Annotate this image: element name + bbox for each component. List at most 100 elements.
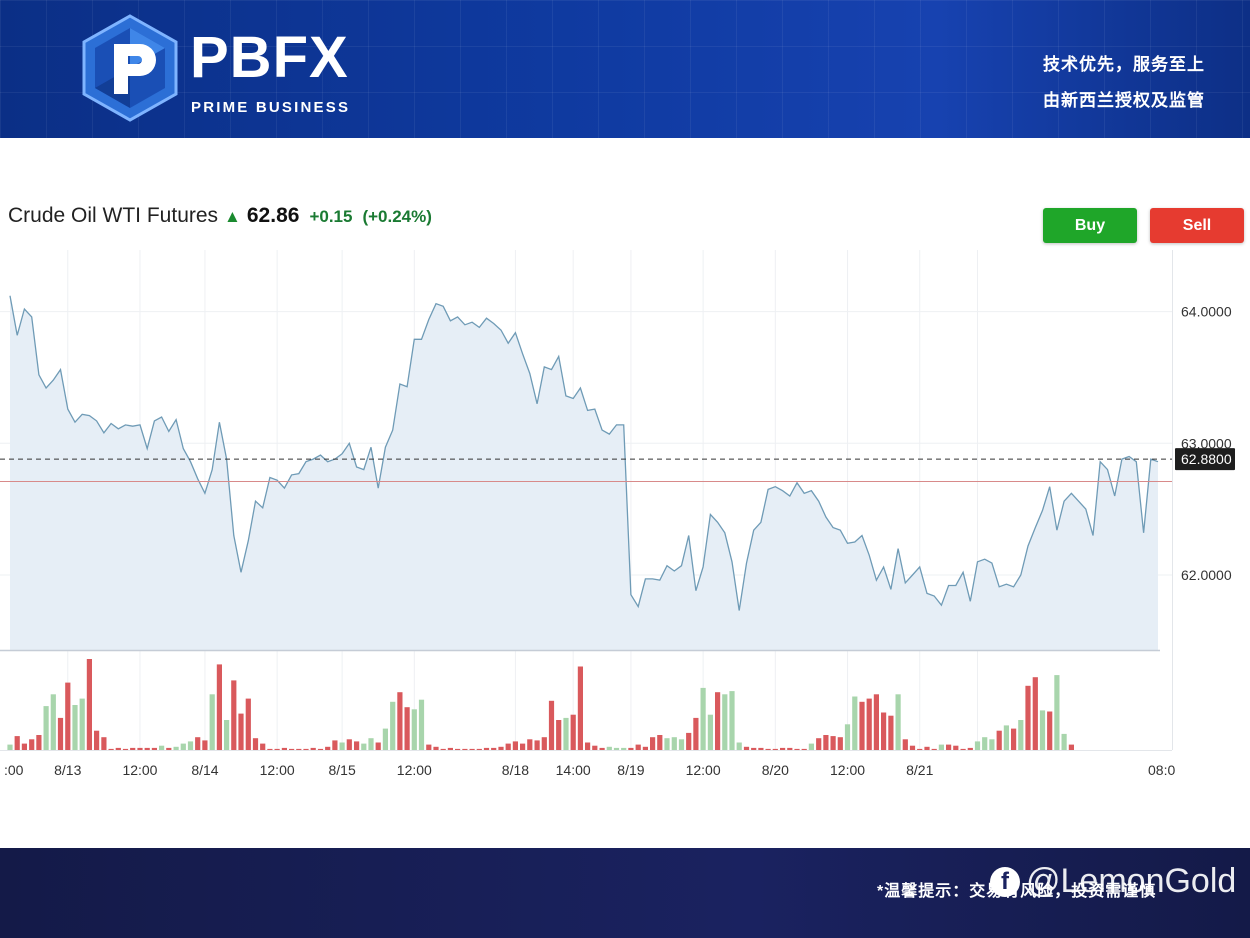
volume-bar bbox=[368, 738, 374, 750]
volume-bar bbox=[50, 694, 56, 750]
volume-bar bbox=[736, 742, 742, 750]
volume-bar bbox=[375, 742, 381, 750]
volume-bar bbox=[1068, 744, 1074, 750]
volume-bar bbox=[354, 741, 360, 750]
volume-bar bbox=[816, 738, 822, 750]
volume-bar bbox=[252, 738, 259, 750]
price-area bbox=[10, 295, 1158, 650]
slogan-line-1: 技术优先，服务至上 bbox=[1043, 55, 1205, 74]
instrument-price: 62.86 bbox=[246, 204, 300, 227]
volume-bar bbox=[491, 747, 497, 750]
volume-bar bbox=[1047, 711, 1053, 750]
volume-bar bbox=[21, 743, 27, 750]
volume-bar bbox=[974, 741, 981, 750]
volume-bar bbox=[657, 735, 663, 750]
volume-bar bbox=[332, 740, 338, 750]
volume-bar bbox=[469, 748, 475, 750]
x-tick-label: 8/19 bbox=[617, 762, 644, 778]
volume-bar bbox=[585, 742, 591, 750]
volume-bar bbox=[938, 744, 944, 750]
volume-bar bbox=[606, 746, 612, 750]
volume-bar bbox=[960, 748, 966, 750]
volume-bar bbox=[570, 714, 576, 750]
price-chart[interactable]: 64.0000 63.0000 62.0000 62.8800:00 8/13 12:00… bbox=[0, 250, 1250, 785]
volume-bar bbox=[642, 746, 648, 750]
volume-bar bbox=[310, 747, 316, 750]
volume-bar bbox=[397, 692, 403, 750]
volume-bar bbox=[122, 748, 129, 750]
price-change-percent: (+0.24%) bbox=[362, 207, 432, 226]
volume-bar bbox=[881, 712, 887, 750]
volume-bar bbox=[873, 694, 879, 750]
volume-bar bbox=[426, 744, 432, 750]
x-tick-label: 12:00 bbox=[122, 762, 157, 778]
volume-bar bbox=[823, 735, 829, 750]
volume-bar bbox=[924, 746, 930, 750]
volume-bar bbox=[94, 730, 100, 750]
x-tick-label: 8/18 bbox=[502, 762, 529, 778]
y-tick-label: 62.0000 bbox=[1181, 567, 1232, 583]
x-tick-label: 12:00 bbox=[686, 762, 721, 778]
watermark-text: @LemonGold bbox=[1026, 862, 1237, 900]
volume-bar bbox=[592, 745, 598, 750]
volume-bar bbox=[707, 714, 713, 750]
header-banner: PBFX PRIME BUSINESS 技术优先，服务至上 由新西兰授权及监管 bbox=[0, 0, 1250, 138]
volume-bar bbox=[274, 748, 280, 750]
volume-bar bbox=[621, 747, 627, 750]
volume-bar bbox=[541, 737, 547, 750]
x-tick-label: 14:00 bbox=[556, 762, 591, 778]
volume-bar bbox=[281, 747, 287, 750]
volume-bar bbox=[505, 743, 511, 750]
price-change: +0.15 bbox=[309, 207, 353, 226]
y-tick-label: 64.0000 bbox=[1181, 304, 1232, 320]
buy-button[interactable]: Buy bbox=[1043, 208, 1137, 243]
volume-bar bbox=[325, 746, 331, 750]
volume-bar bbox=[115, 747, 121, 750]
volume-bar bbox=[650, 737, 656, 750]
header-pattern bbox=[0, 0, 1250, 138]
volume-bar bbox=[455, 748, 461, 750]
volume-bar bbox=[57, 717, 64, 750]
watermark: f @LemonGold bbox=[990, 862, 1236, 901]
volume-bar bbox=[72, 705, 78, 750]
volume-bar bbox=[664, 738, 670, 750]
volume-bar bbox=[108, 748, 114, 750]
volume-bar bbox=[14, 736, 20, 750]
volume-bar bbox=[29, 739, 35, 750]
last-price-tag bbox=[1175, 448, 1235, 471]
x-tick-label: 08:0 bbox=[1148, 762, 1175, 778]
volume-bar bbox=[577, 666, 583, 750]
volume-bar bbox=[433, 746, 439, 750]
volume-bar bbox=[180, 743, 186, 750]
x-tick-label: 8/14 bbox=[191, 762, 218, 778]
volume-bar bbox=[794, 748, 800, 750]
volume-bar bbox=[440, 748, 446, 750]
volume-bar bbox=[556, 720, 562, 750]
volume-bar bbox=[859, 701, 865, 750]
sell-button[interactable]: Sell bbox=[1150, 208, 1244, 243]
volume-bar bbox=[946, 744, 952, 750]
volume-bar bbox=[382, 728, 388, 750]
volume-bar bbox=[36, 735, 42, 750]
volume-bar bbox=[159, 745, 165, 750]
volume-bar bbox=[837, 737, 843, 750]
volume-bar bbox=[671, 737, 677, 750]
volume-bar bbox=[953, 745, 959, 750]
volume-bar bbox=[238, 713, 244, 750]
volume-bar bbox=[260, 743, 266, 750]
volume-bar bbox=[902, 739, 908, 750]
volume-bar bbox=[635, 744, 641, 750]
volume-bar bbox=[844, 724, 851, 750]
volume-bar bbox=[780, 747, 786, 750]
volume-bar bbox=[483, 747, 490, 750]
volume-bar bbox=[743, 746, 750, 750]
volume-bar bbox=[462, 748, 468, 750]
x-tick-label: 8/13 bbox=[54, 762, 81, 778]
volume-bar bbox=[1003, 725, 1009, 750]
volume-bar bbox=[628, 747, 634, 750]
volume-bar bbox=[686, 732, 692, 750]
volume-bar bbox=[715, 692, 721, 750]
volume-bar bbox=[808, 743, 814, 750]
volume-bar bbox=[751, 747, 757, 750]
volume-bar bbox=[1018, 720, 1024, 750]
